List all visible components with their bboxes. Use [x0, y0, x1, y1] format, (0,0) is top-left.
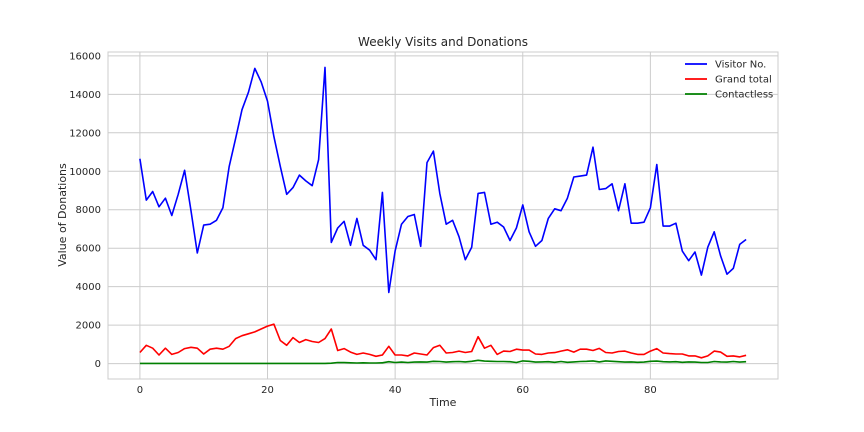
series-lines	[139, 66, 747, 365]
legend-label-visitor-no: Visitor No.	[715, 60, 766, 71]
y-tick-label: 0	[95, 359, 101, 370]
legend: Visitor No. Grand total Contactless	[685, 60, 773, 101]
y-axis-label: Value of Donations	[56, 163, 69, 267]
y-tick-label: 8000	[76, 205, 101, 216]
series-line-grand-total	[139, 323, 747, 359]
x-axis-ticks: 0 20 40 60 80	[137, 385, 657, 396]
y-axis-ticks: 0 2000 4000 6000 8000 10000 12000 14000 16000	[69, 51, 101, 370]
x-tick-label: 0	[137, 385, 143, 396]
grid-lines	[108, 52, 778, 379]
y-tick-label: 4000	[76, 282, 101, 293]
y-tick-label: 6000	[76, 244, 101, 255]
x-tick-label: 40	[389, 385, 402, 396]
legend-label-grand-total: Grand total	[715, 75, 772, 86]
legend-label-contactless: Contactless	[715, 90, 773, 101]
x-tick-label: 60	[516, 385, 529, 396]
x-tick-label: 80	[644, 385, 657, 396]
y-tick-label: 16000	[69, 51, 101, 62]
chart-title: Weekly Visits and Donations	[358, 35, 528, 49]
x-tick-label: 20	[261, 385, 274, 396]
y-tick-label: 2000	[76, 321, 101, 332]
plot-area-frame	[107, 51, 779, 380]
x-axis-label: Time	[429, 396, 457, 409]
y-tick-label: 12000	[69, 128, 101, 139]
y-tick-label: 14000	[69, 90, 101, 101]
y-tick-label: 10000	[69, 167, 101, 178]
series-line-visitor-no	[139, 66, 747, 294]
series-line-contactless	[139, 359, 747, 365]
